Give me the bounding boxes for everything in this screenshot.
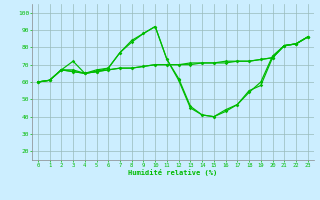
X-axis label: Humidité relative (%): Humidité relative (%) (128, 169, 217, 176)
